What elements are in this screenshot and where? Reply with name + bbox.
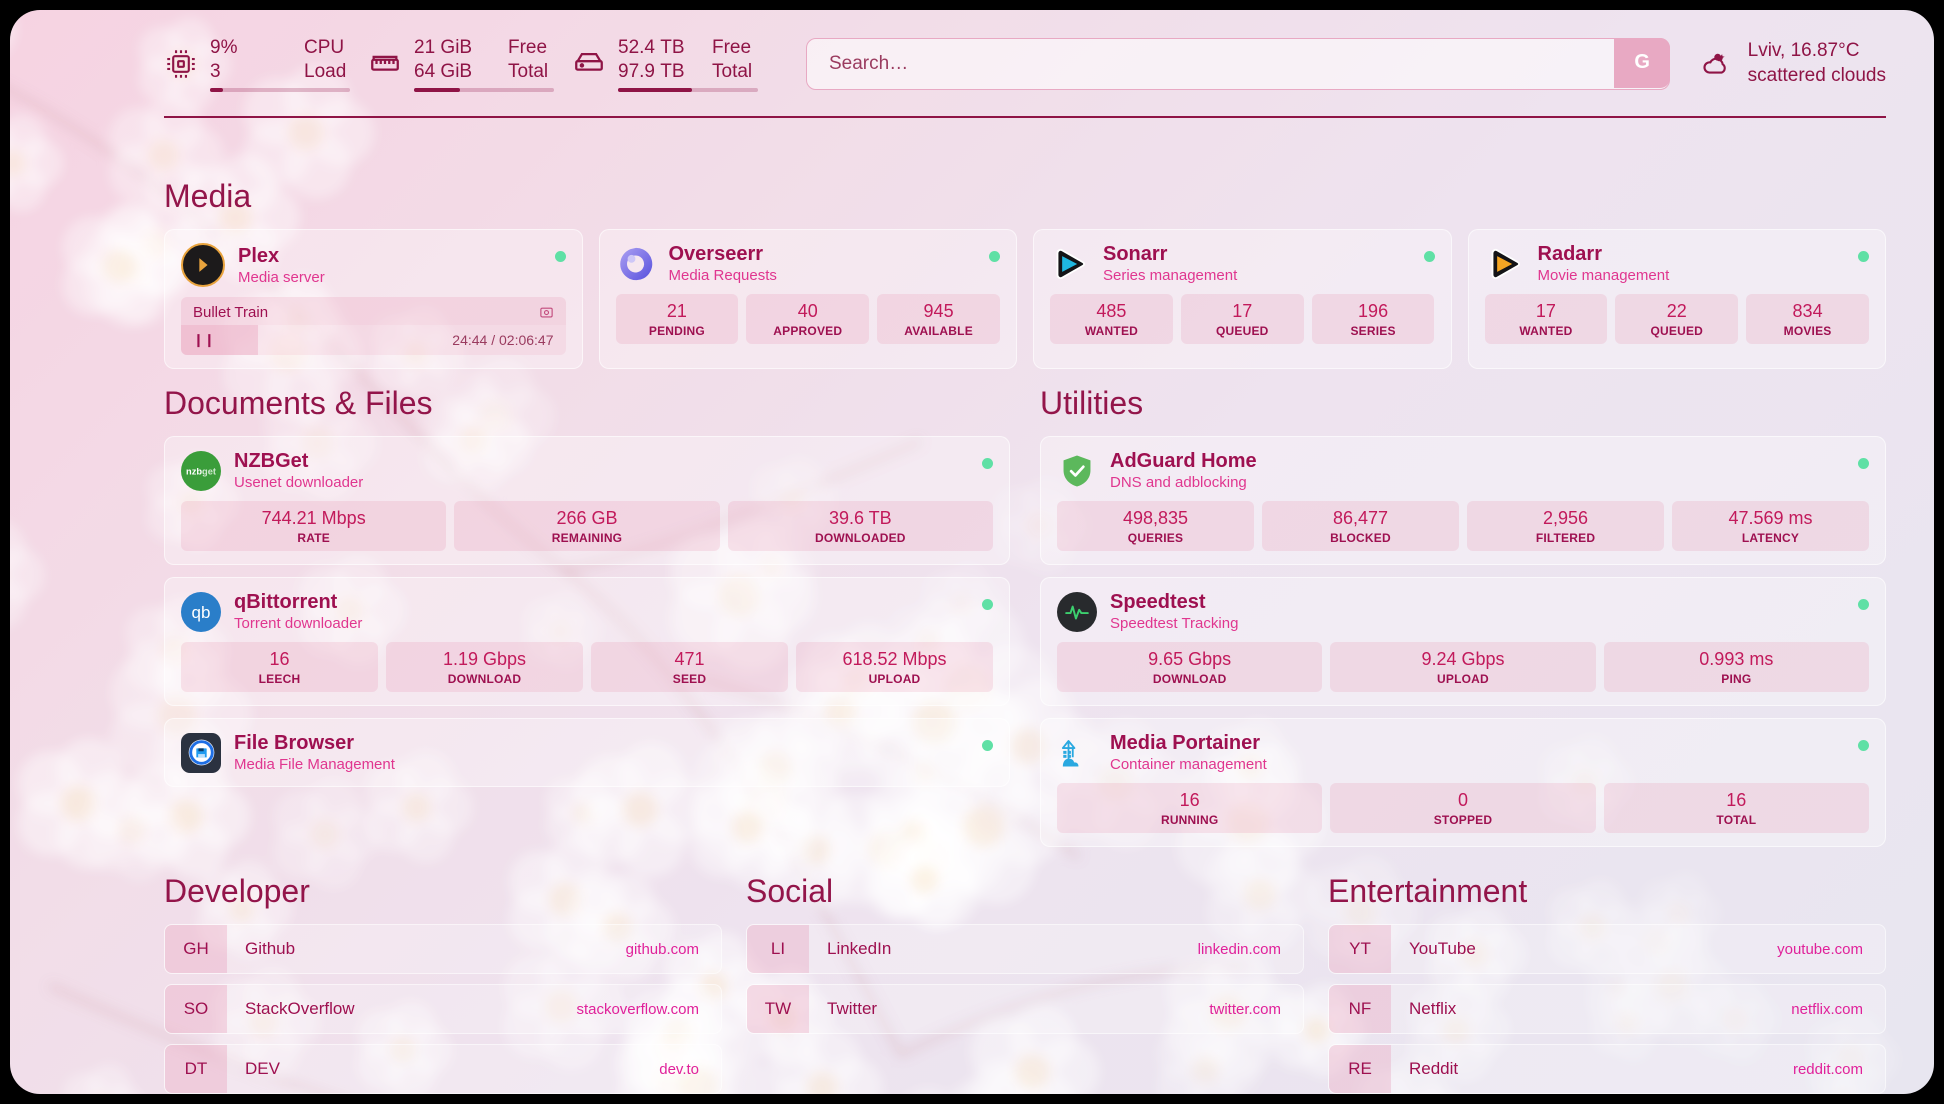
svg-text:qb: qb [192,603,211,622]
svg-text:nzbget: nzbget [186,466,216,476]
